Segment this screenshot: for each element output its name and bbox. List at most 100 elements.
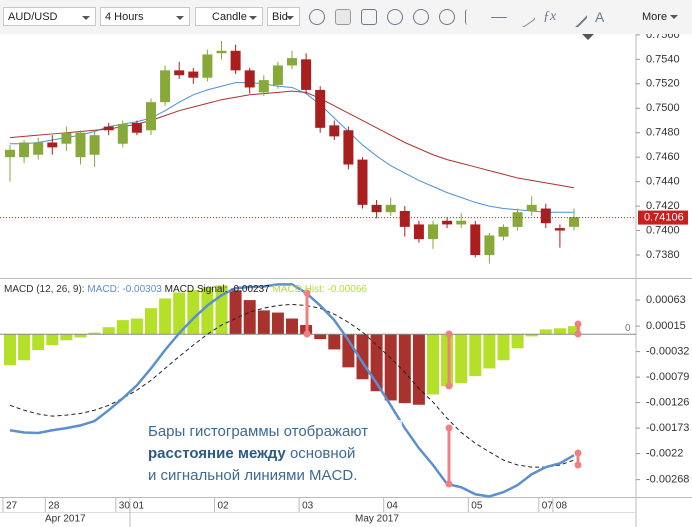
candle-body: [569, 217, 579, 227]
candle-body: [526, 204, 537, 211]
zoom-out-button[interactable]: [439, 9, 455, 25]
month-label: May 2017: [355, 514, 399, 525]
histogram-bar: [497, 334, 510, 361]
histogram-bar: [18, 334, 31, 361]
zoom-in-button[interactable]: [413, 9, 429, 25]
last-price-label: 0.74106: [644, 211, 684, 223]
histogram-bar: [257, 310, 270, 335]
distance-dot: [574, 461, 582, 469]
y-tick-label: -0.0022: [646, 448, 683, 460]
y-tick-label: -0.00268: [646, 474, 689, 486]
legend: MACD (12, 26, 9): MACD: -0.00303 MACD Si…: [4, 284, 367, 295]
shift-button[interactable]: [335, 9, 351, 25]
candle-body: [456, 220, 467, 225]
horizontal-button[interactable]: [491, 17, 507, 19]
histogram-bar: [243, 300, 256, 335]
histogram-bar: [229, 290, 242, 335]
candle-body: [470, 224, 481, 255]
histogram-bar: [455, 334, 468, 384]
candle-body: [244, 70, 255, 88]
candle-body: [301, 59, 312, 90]
y-tick-label: 0.7420: [646, 200, 680, 212]
candle-body: [202, 54, 213, 78]
signal-line: [9, 303, 575, 468]
annotation: и сигнальной линиями MACD.: [148, 467, 357, 484]
distance-dot: [303, 289, 311, 297]
x-tick-label: 01: [133, 501, 145, 512]
candle-body: [287, 58, 297, 66]
text-button[interactable]: A: [595, 9, 605, 25]
histogram-bar: [412, 334, 425, 405]
histogram-bar: [173, 292, 186, 335]
histogram-bar: [116, 320, 129, 335]
candle-body: [5, 149, 15, 158]
candle-body: [343, 130, 354, 165]
chart: 0.7560 0.7540 0.7520 0.7500 0.7480 0.7460 0.74…: [0, 34, 692, 527]
legend-entry: MACD Hist: -0.00066: [272, 284, 367, 295]
x-tick-label: 30: [119, 501, 131, 512]
histogram-bar: [102, 327, 115, 335]
histogram-bar: [483, 334, 496, 369]
annotation: Бары гистограммы отображают: [148, 423, 368, 440]
legend-entry: MACD: -0.00303: [87, 284, 162, 295]
distance-dot: [574, 320, 582, 328]
histogram-bar: [74, 334, 87, 338]
chart-type-select[interactable]: Candle: [195, 7, 263, 26]
x-tick-label: 27: [6, 501, 18, 512]
candle-body: [117, 124, 128, 144]
refresh-button[interactable]: [309, 9, 325, 25]
x-tick-label: 03: [302, 501, 314, 512]
histogram-bar: [469, 334, 482, 377]
histogram-bar: [384, 334, 397, 401]
histogram-bar: [398, 334, 411, 404]
candle-body: [103, 126, 114, 131]
candle-body: [89, 135, 100, 155]
candle-body: [329, 125, 340, 137]
plot: 0.7560 0.7540 0.7520 0.7500 0.7480 0.7460 0.74…: [0, 34, 689, 527]
histogram-bar: [342, 334, 355, 368]
histogram-bar: [88, 332, 101, 335]
candle-body: [428, 224, 438, 240]
distance-dot: [303, 330, 311, 338]
macd-line: [9, 283, 575, 498]
trend-button[interactable]: [513, 5, 537, 29]
price-type-select[interactable]: Bid: [267, 7, 300, 26]
draw-button[interactable]: [565, 5, 589, 29]
candle-body: [413, 224, 424, 240]
distance-dot: [445, 424, 453, 432]
period-select[interactable]: 4 Hours: [100, 7, 190, 26]
x-tick-label: 08: [556, 501, 568, 512]
candle-body: [33, 142, 44, 155]
more-button[interactable]: More: [642, 11, 668, 23]
candle-body: [174, 70, 185, 76]
vertical-button[interactable]: [465, 9, 481, 25]
histogram-bar: [553, 328, 566, 335]
candle-body: [512, 212, 523, 227]
month-label: Apr 2017: [45, 514, 86, 525]
candle-body: [188, 71, 199, 78]
candle-body: [540, 208, 551, 224]
distance-dot: [445, 330, 453, 338]
candle-body: [160, 70, 171, 103]
y-tick-label: 0.7500: [646, 102, 680, 114]
histogram-bar: [32, 334, 45, 350]
y-tick-label: 0.7380: [646, 249, 680, 261]
symbol-select[interactable]: AUD/USD: [3, 7, 96, 26]
candle-body: [357, 159, 368, 205]
histogram-bar: [145, 308, 157, 335]
histogram-bar: [159, 298, 172, 335]
zoom-fit-button[interactable]: [387, 9, 403, 25]
indicators-button[interactable]: ƒx: [543, 9, 557, 24]
x-tick-label: 28: [48, 501, 60, 512]
histogram-bar: [286, 318, 298, 335]
scroll-marker: [582, 34, 594, 40]
candle-body: [258, 80, 269, 93]
distance-dot: [574, 330, 582, 338]
y-tick-label: 0.00015: [646, 320, 686, 332]
lock-button[interactable]: [361, 9, 377, 25]
toolbar: AUD/USD 4 Hours Candle Bid ƒx A More: [0, 0, 692, 35]
annotation-bg: [140, 420, 402, 486]
candle-body: [442, 220, 453, 225]
histogram-bar: [4, 334, 16, 366]
